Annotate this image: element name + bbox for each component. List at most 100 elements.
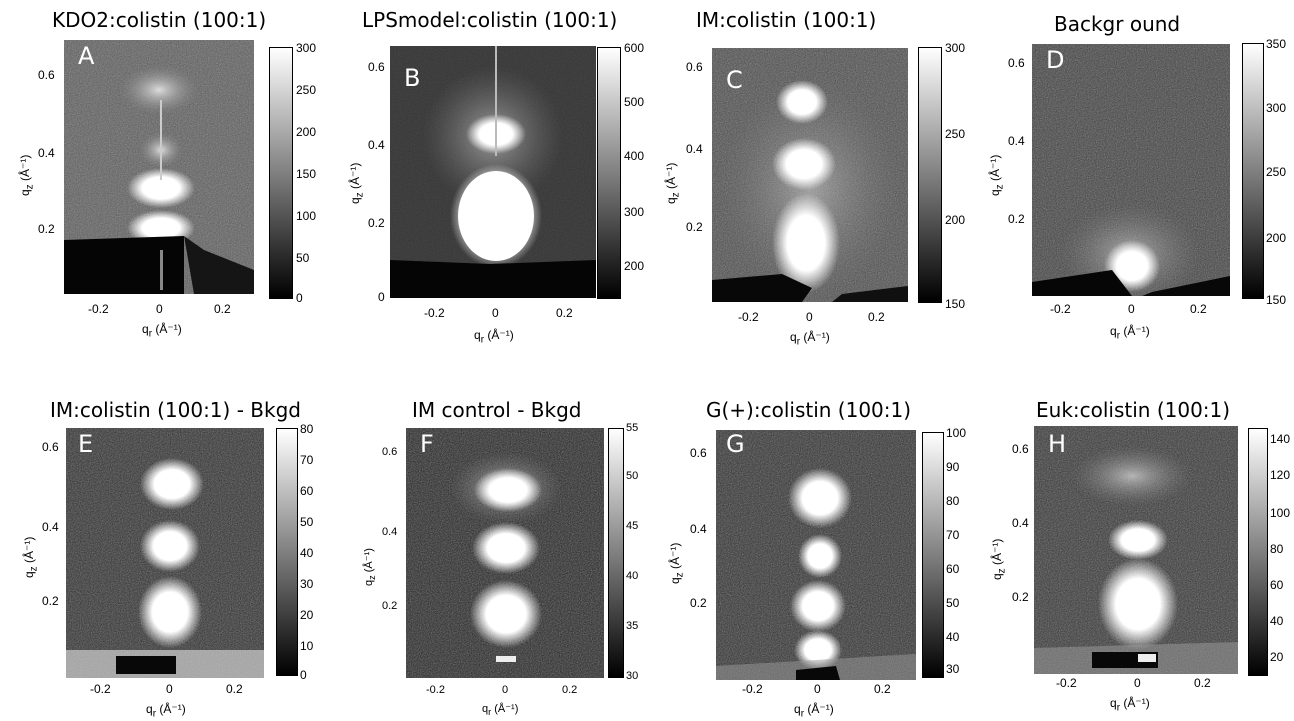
y-tick: 0.2 [42,594,59,608]
colorbar-tick: 80 [300,422,314,436]
y-tick: 0.2 [368,216,385,230]
y-axis-label: qz (Å⁻¹) [990,538,1008,580]
colorbar-tick: 90 [946,460,960,474]
y-axis-label: qz (Å⁻¹) [363,548,378,586]
y-tick: 0.6 [686,60,703,74]
colorbar [1242,43,1264,299]
colorbar-tick: 45 [626,520,639,532]
colorbar [608,428,624,678]
colorbar-tick: 300 [624,205,645,219]
panel-title: IM control - Bkgd [412,398,582,422]
y-tick: 0.6 [38,68,55,82]
colorbar-tick: 200 [945,213,966,227]
panel-letter: F [420,430,434,458]
y-tick: 0 [378,290,385,304]
colorbar-tick: 70 [946,528,960,542]
panel-title: G(+):colistin (100:1) [706,398,912,422]
x-tick: -0.2 [1050,302,1071,316]
scattering-image [1034,426,1238,674]
x-tick: 0.2 [226,682,243,696]
scattering-image [64,40,254,294]
colorbar-tick: 0 [296,291,303,305]
x-tick: -0.2 [426,684,445,696]
x-tick: 0.2 [214,302,231,316]
colorbar-tick: 50 [296,251,310,265]
y-tick: 0.4 [382,526,398,538]
colorbar-tick: 200 [1266,231,1287,245]
colorbar [922,432,944,678]
y-tick: 0.4 [42,520,59,534]
colorbar-tick: 35 [626,620,639,632]
y-tick: 0.6 [368,60,385,74]
y-tick: 0.6 [690,446,707,460]
x-tick: 0 [502,684,509,696]
x-axis-label: qr (Å⁻¹) [474,328,514,346]
panel-title: LPSmodel:colistin (100:1) [362,8,618,32]
scattering-image [712,48,908,302]
y-axis-label: qz (Å⁻¹) [664,162,682,204]
x-tick: -0.2 [738,310,759,324]
y-tick: 0.2 [382,600,398,612]
colorbar [269,47,293,299]
x-tick: 0 [156,302,163,316]
colorbar-tick: 0 [300,668,307,682]
colorbar-tick: 55 [626,422,639,434]
x-tick: 0 [1128,302,1135,316]
colorbar [918,47,942,303]
colorbar-tick: 40 [946,630,960,644]
x-tick: 0.2 [874,682,891,696]
x-axis-label: qr (Å⁻¹) [794,702,834,720]
panel-letter: E [78,430,94,458]
colorbar-tick: 150 [296,167,317,181]
panel-title: Euk:colistin (100:1) [1036,398,1231,422]
colorbar-tick: 30 [946,662,960,676]
panel-title: KDO2:colistin (100:1) [52,8,267,32]
panel-letter: C [726,66,743,94]
x-axis-label: qr (Å⁻¹) [146,702,186,720]
y-tick: 0.6 [1008,56,1025,70]
y-tick: 0.6 [1012,442,1029,456]
colorbar-tick: 300 [1266,101,1287,115]
x-tick: 0 [1134,676,1141,690]
x-tick: -0.2 [424,306,445,320]
x-tick: 0 [806,310,813,324]
colorbar-tick: 60 [300,484,314,498]
y-tick: 0.4 [690,522,707,536]
y-tick: 0.2 [1008,212,1025,226]
x-tick: 0 [814,682,821,696]
scattering-image [716,430,916,680]
colorbar-tick: 300 [945,41,966,55]
colorbar-tick: 40 [626,570,639,582]
x-tick: -0.2 [742,682,763,696]
panel-letter: B [404,64,421,92]
y-tick: 0.6 [382,446,398,458]
y-tick: 0.4 [1008,134,1025,148]
x-tick: -0.2 [1056,676,1077,690]
scattering-image [1032,44,1230,296]
scattering-image [390,46,596,298]
colorbar-tick: 50 [626,470,639,482]
y-tick: 0.4 [368,138,385,152]
colorbar-tick: 100 [1270,506,1291,520]
colorbar-tick: 120 [1270,468,1291,482]
y-tick: 0.2 [690,596,707,610]
colorbar-tick: 100 [296,209,317,223]
panel-title: IM:colistin (100:1) - Bkgd [50,398,301,422]
y-tick: 0.2 [38,222,55,236]
colorbar-tick: 80 [946,494,960,508]
x-tick: -0.2 [88,302,109,316]
x-axis-label: qr (Å⁻¹) [142,322,182,340]
colorbar-tick: 150 [945,297,966,311]
colorbar [597,47,621,299]
y-tick: 0.4 [686,142,703,156]
colorbar-tick: 250 [296,83,317,97]
colorbar-tick: 300 [296,41,317,55]
y-tick: 0.2 [1012,590,1029,604]
colorbar-tick: 150 [1266,293,1287,307]
colorbar-tick: 10 [300,639,314,653]
x-tick: 0.2 [1194,676,1211,690]
colorbar-tick: 100 [946,426,967,440]
colorbar-tick: 80 [1270,542,1284,556]
colorbar [1248,428,1268,676]
colorbar-tick: 50 [300,515,314,529]
